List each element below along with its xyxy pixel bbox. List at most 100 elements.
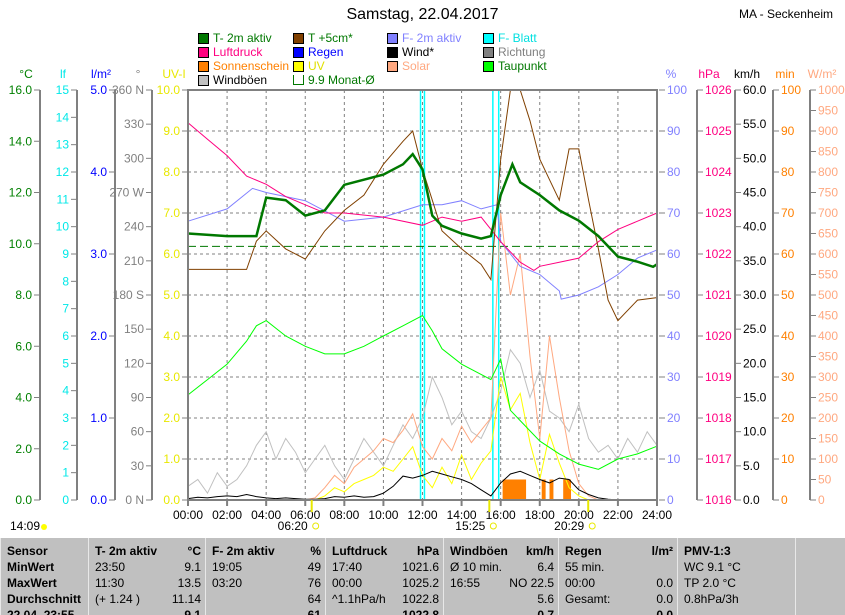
axis-tick-label: 300 (124, 151, 144, 165)
cell-label: Ø 10 min. (450, 560, 503, 574)
sunrise-icon (312, 522, 320, 530)
table-row: 16:55 NO 22.5 (444, 575, 558, 591)
table-row: ^1.1hPa/h 1022.8 (326, 591, 443, 607)
cell-label: TP 2.0 °C (684, 576, 736, 590)
legend-label: Sonnenschein (213, 59, 290, 73)
axis-tick-label: 3.0 (163, 370, 180, 384)
axis-tick-label: 360 N (112, 83, 144, 97)
axis-tick-label: 0 (818, 493, 825, 507)
legend-label: Luftdruck (213, 45, 263, 59)
table-row: WC 9.1 °C (678, 559, 795, 575)
axis-tick-label: 30 (781, 370, 795, 384)
x-tick-label: 20:00 (564, 508, 594, 522)
legend-swatch (198, 32, 209, 44)
legend-swatch (483, 60, 494, 72)
table-row: 5.6 (444, 591, 558, 607)
series-t-5cm- (188, 89, 658, 322)
axis-tick-label: 2 (62, 438, 69, 452)
legend-label: UV (308, 59, 325, 73)
stats-table: Sensor MinWert MaxWert Durchschnitt 22.04. 2… (0, 538, 845, 615)
table-column: Windböen km/h Ø 10 min. 6.4 16:55 NO 22.5 5.6 0… (443, 538, 558, 615)
axis-tick-label: 100 (667, 83, 687, 97)
legend-swatch (293, 46, 304, 58)
axis-tick-label: 700 (818, 206, 838, 220)
cell-label: Luftdruck (332, 544, 388, 558)
legend-label: Regen (308, 45, 344, 59)
axis-unit-uv: UV-I (162, 67, 185, 81)
axis-tick-label: 1022 (705, 247, 732, 261)
legend-item: Luftdruck (198, 45, 262, 59)
axis-tick-label: 1020 (705, 329, 732, 343)
table-row: Windböen km/h (444, 543, 558, 559)
legend-label: Richtung (498, 45, 546, 59)
axis-tick-label: 10.0 (743, 425, 767, 439)
table-row: 9.1 (89, 607, 205, 615)
x-tick-label: 10:00 (368, 508, 398, 522)
axis-tick-label: 270 W (109, 186, 144, 200)
table-row: 61 (206, 607, 325, 615)
axis-tick-label: 20 (667, 411, 681, 425)
table-row: 19:05 49 (206, 559, 325, 575)
legend-item: Solar (387, 59, 430, 73)
axis-tick-label: 1026 (705, 83, 732, 97)
sun-icon (41, 524, 47, 530)
table-row: 22.04. 23:55 (1, 607, 88, 615)
legend-item: 9.9 Monat-Ø (293, 73, 375, 87)
cell-value: NO 22.5 (509, 576, 554, 590)
cell-label: Windböen (450, 544, 508, 558)
axis-tick-label: 0.0 (15, 493, 32, 507)
legend-label: Solar (402, 59, 431, 73)
table-column: PMV-1:3 WC 9.1 °C TP 2.0 °C 0.8hPa/3h (677, 538, 795, 615)
axis-tick-label: 6.0 (163, 247, 180, 261)
axis-tick-label: 0 (781, 493, 788, 507)
cell-value: °C (187, 544, 201, 558)
axis-unit-solar: W/m² (808, 67, 837, 81)
axis-tick-label: 55.0 (743, 117, 767, 131)
cell-label: (+ 1.24 ) (95, 592, 141, 606)
cell-value: 49 (307, 560, 321, 574)
axis-tick-label: 2.0 (15, 442, 32, 456)
axis-tick-label: 5.0 (90, 83, 107, 97)
series-windb-en (187, 348, 658, 495)
cell-value: 5.6 (537, 592, 554, 606)
cell-value: 64 (307, 592, 321, 606)
axis-tick-label: 1023 (705, 206, 732, 220)
cell-label: 22.04. 23:55 (7, 608, 75, 615)
axis-tick-label: 4.0 (15, 391, 32, 405)
legend-swatch (293, 32, 304, 44)
axis-tick-label: 50.0 (743, 151, 767, 165)
cell-label: ^1.1hPa/h (332, 592, 386, 606)
moon-phase-icon (489, 522, 497, 530)
table-column: Regen l/m² 55 min. 00:00 0.0 Gesamt: 0.0 0.0 (558, 538, 677, 615)
axis-tick-label: 60 (667, 247, 681, 261)
axis-tick-label: 30.0 (743, 288, 767, 302)
table-row: 17:40 1021.6 (326, 559, 443, 575)
table-row: 0.7 (444, 607, 558, 615)
cell-value: 76 (307, 576, 321, 590)
axis-tick-label: 950 (818, 104, 838, 118)
axis-tick-label: 30 (667, 370, 681, 384)
legend-label: Taupunkt (498, 59, 547, 73)
weather-chart: °C16.014.012.010.08.06.04.02.00.0lf15141… (9, 67, 845, 533)
axis-tick-label: 80 (667, 165, 681, 179)
axis-tick-label: 25.0 (743, 322, 767, 336)
legend-swatch (387, 46, 398, 58)
axis-tick-label: 45.0 (743, 186, 767, 200)
table-row: TP 2.0 °C (678, 575, 795, 591)
axis-tick-label: 6 (62, 329, 69, 343)
axis-tick-label: 3.0 (90, 247, 107, 261)
cell-label: 19:05 (212, 560, 243, 574)
axis-tick-label: 10.0 (9, 237, 33, 251)
axis-tick-label: 120 (124, 356, 144, 370)
cell-value: 9.1 (184, 560, 201, 574)
axis-tick-label: 8.0 (163, 165, 180, 179)
axis-tick-label: 15 (56, 83, 70, 97)
series-taupunkt (187, 314, 658, 470)
table-row: F- 2m aktiv% (206, 543, 325, 559)
axis-tick-label: 60.0 (743, 83, 767, 97)
table-row: 1022.8 (326, 607, 443, 615)
table-row: 23:50 9.1 (89, 559, 205, 575)
sunshine-bar (502, 479, 527, 500)
legend-label: 9.9 Monat-Ø (308, 73, 375, 87)
cell-label: MaxWert (7, 576, 57, 590)
